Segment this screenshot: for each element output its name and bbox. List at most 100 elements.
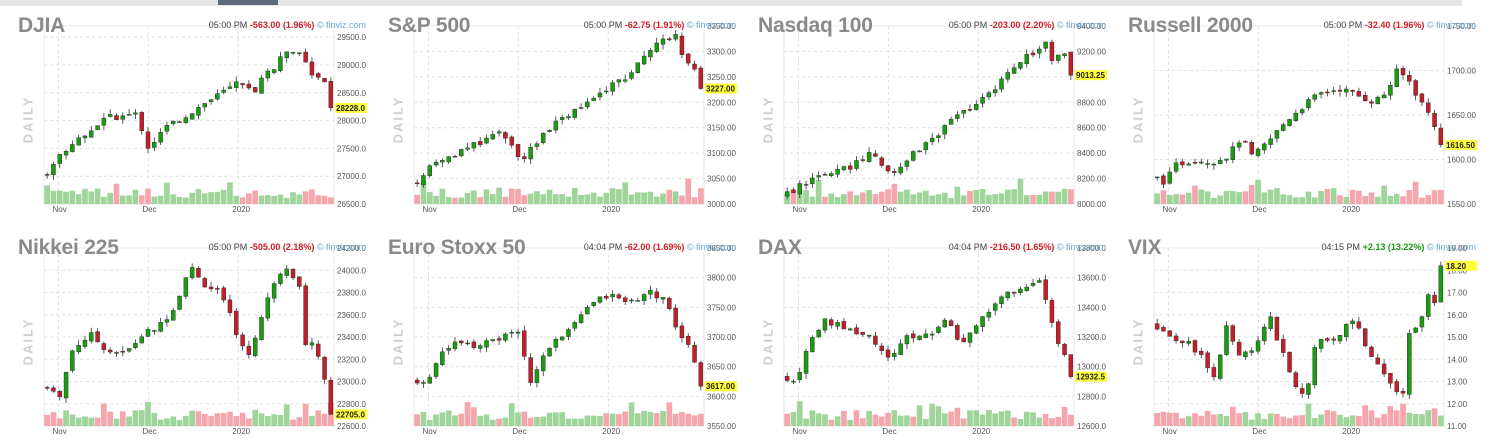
candle-body [1154,323,1160,330]
x-tick-label: 2020 [1342,205,1360,214]
candle-body [578,314,584,323]
volume-bar [471,190,477,204]
y-tick-label: 22600.0 [337,422,366,431]
candle-body [622,79,628,82]
candle-body [822,174,828,176]
chart-panel[interactable]: 24200.0 24000.0 23800.0 23600.0 23400.0 23200… [0,222,368,436]
volume-bar [1330,411,1337,426]
candle-body [1154,176,1160,179]
y-tick-label: 14.00 [1447,355,1468,364]
candle-body [89,130,94,138]
chart-title: Nikkei 225 [18,236,119,259]
candle-body [101,343,107,350]
volume-bar [1055,191,1062,204]
candle-body [297,276,302,287]
candle-body [82,135,88,139]
candle-body [898,343,903,355]
volume-bar [1198,189,1205,204]
candle-body [1274,130,1280,139]
candle-body [1224,158,1229,161]
candle-body [1413,80,1418,96]
chart-title: VIX [1128,236,1162,259]
candle-body [152,330,157,332]
candle-body [515,143,521,158]
volume-bar [847,419,854,426]
chart-panel[interactable]: 19.0018.0017.0016.0015.0014.0013.0012.00… [1110,222,1478,436]
volume-bar [283,404,290,426]
chart-panel[interactable]: 9400.009200.009000.008800.008600.008400.… [740,0,1108,214]
candle-body [1199,350,1204,355]
candle-body [667,38,672,41]
volume-bar [967,191,973,204]
candle-body [1381,94,1387,99]
last-price-bg [705,83,737,94]
last-price-bg [335,102,367,113]
candle-body [955,325,960,340]
volume-bar [1431,190,1438,204]
y-tick-label: 1750.00 [1447,22,1476,31]
candle-body [885,165,891,172]
x-tick-label: Dec [142,205,156,214]
candle-body [597,296,603,303]
volume-bar [246,418,252,426]
volume-bar [195,189,202,204]
volume-bar [309,189,315,204]
candle-body [1205,352,1210,369]
candle-body [999,78,1004,90]
candle-body [816,175,821,178]
plot-frame [1153,247,1445,427]
period-label: DAILY [390,95,406,144]
candle-body [1293,372,1299,388]
volume-bar [904,189,910,204]
volume-bar [923,418,929,426]
active-tab-indicator[interactable] [218,0,278,5]
volume-bar [998,193,1005,204]
last-price-label: 22705.0 [336,410,365,419]
volume-bar [1173,194,1179,204]
volume-bar [1356,415,1362,426]
candle-body [1011,291,1017,294]
plot-frame [783,247,1075,427]
candle-body [278,273,283,284]
candle-body [1062,53,1067,56]
chart-panel[interactable]: 3350.00 3300.00 3250.00 3200.00 3150.00 3100.… [370,0,738,214]
volume-bar [252,409,259,426]
volume-bar [414,194,420,204]
candle-body [221,89,226,93]
candle-body [51,387,56,392]
y-tick-label: 28000.0 [337,117,366,126]
volume-bar [992,413,999,426]
volume-bar [145,188,151,204]
candle-body [673,34,678,40]
chart-panel[interactable]: 29500.0 29000.0 28500.0 28000.0 27500.0 27000… [0,0,368,214]
candle-body [873,153,878,157]
candle-body [1068,51,1074,76]
candle-body [1217,354,1223,379]
volume-bar [1192,185,1198,204]
candle-body [553,339,559,348]
candle-body [1394,381,1399,393]
volume-bar [321,195,328,204]
candle-body [622,297,628,302]
volume-bar [107,411,114,426]
volume-bar [157,419,164,426]
volume-bar [119,195,126,204]
candle-body [278,56,283,71]
volume-bar [859,418,866,426]
volume-bar [1004,410,1011,426]
y-tick-label: 27500.0 [337,144,366,153]
volume-bar [1004,189,1011,204]
y-tick-label: 23800.0 [337,289,366,298]
time-label: 05:00 PM [948,20,990,30]
volume-bar [954,186,961,204]
x-tick-label: Dec [882,427,896,436]
candle-body [1262,326,1267,342]
volume-bar [1293,197,1299,204]
chart-panel[interactable]: 3850.00 3800.00 3750.00 3700.00 3650.00 3600.… [370,222,738,436]
volume-bar [672,413,679,426]
chart-panel[interactable]: 13800.0 13600.0 13400.0 13200.0 13000.0 12800… [740,222,1108,436]
volume-bar [679,195,685,204]
candle-body [465,342,470,345]
chart-panel[interactable]: 1750.00 1700.00 1650.00 1600.00 1550.00 Nov De… [1110,0,1478,214]
candle-body [1167,330,1172,337]
